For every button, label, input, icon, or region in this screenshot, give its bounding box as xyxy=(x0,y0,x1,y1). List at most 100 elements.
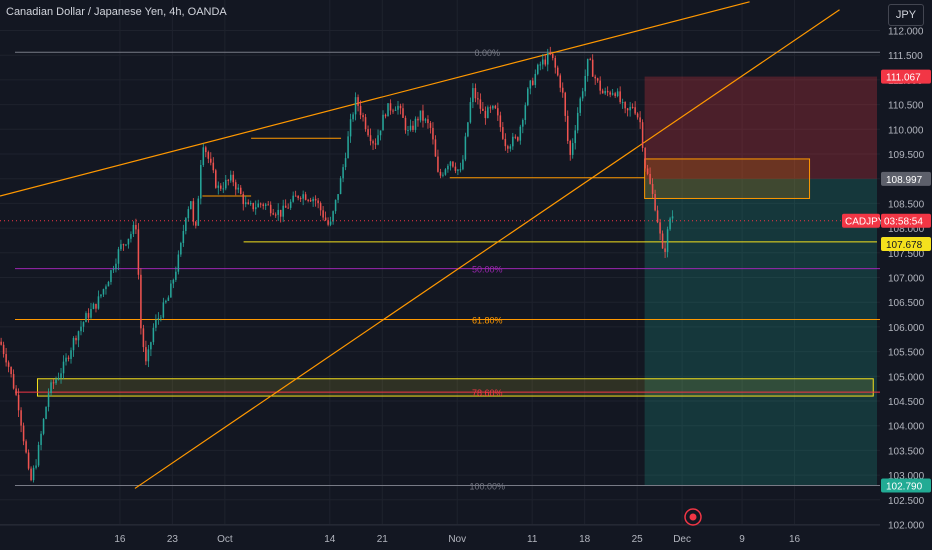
candle-body xyxy=(457,169,459,171)
candle-body xyxy=(15,388,17,395)
candle-body xyxy=(579,98,581,113)
candle-body xyxy=(666,229,669,252)
candle-body xyxy=(277,209,279,215)
candle-body xyxy=(334,199,337,212)
price-tick-label: 112.000 xyxy=(888,27,924,38)
candle-body xyxy=(37,444,40,466)
candle-body xyxy=(591,59,594,77)
candle-body xyxy=(302,194,304,199)
fib-level-label: 100.00% xyxy=(469,481,505,491)
time-tick-label: 23 xyxy=(167,534,179,545)
candle-body xyxy=(85,313,87,323)
symbol-badge xyxy=(842,213,880,228)
price-tick-label: 104.500 xyxy=(888,397,925,408)
candle-body xyxy=(561,87,564,93)
price-tick-label: 103.500 xyxy=(888,446,925,457)
candle-body xyxy=(362,115,364,118)
candle-body xyxy=(649,173,651,184)
candle-body xyxy=(474,88,477,99)
candle-body xyxy=(197,198,200,226)
candle-body xyxy=(47,393,50,407)
price-tick-label: 105.000 xyxy=(888,372,925,383)
candle-body xyxy=(494,105,497,109)
candle-body xyxy=(25,441,27,453)
candle-body xyxy=(244,202,247,205)
candle-body xyxy=(135,224,137,230)
candle-body xyxy=(641,122,644,148)
currency-button[interactable]: JPY xyxy=(888,4,924,26)
event-marker-ring xyxy=(684,508,702,526)
candle-body xyxy=(12,374,15,389)
candle-body xyxy=(254,207,257,210)
price-label-badge xyxy=(881,171,931,186)
candle-body xyxy=(439,171,442,176)
candle-body xyxy=(589,58,591,60)
candle-body xyxy=(464,136,467,160)
candle-body xyxy=(449,161,452,166)
price-tick-label: 110.500 xyxy=(888,101,924,112)
candle-body xyxy=(217,185,220,188)
candle-body xyxy=(282,205,284,217)
candle-body xyxy=(307,199,309,201)
candle-body xyxy=(172,279,175,284)
candle-body xyxy=(327,220,329,225)
candle-body xyxy=(165,300,167,303)
time-tick-label: 18 xyxy=(579,534,591,545)
candle-body xyxy=(669,218,671,230)
candle-body xyxy=(20,410,22,426)
candle-body xyxy=(90,308,92,318)
candle-body xyxy=(339,178,342,195)
candle-body xyxy=(601,90,604,94)
candle-body xyxy=(180,242,182,255)
candle-body xyxy=(569,140,572,155)
candle-body xyxy=(292,195,294,202)
candle-body xyxy=(112,269,115,271)
price-label-badge xyxy=(881,69,931,84)
event-marker-icon[interactable] xyxy=(684,508,702,526)
candle-body xyxy=(544,59,547,65)
candle-body xyxy=(606,91,609,93)
candle-body xyxy=(654,193,656,211)
candle-body xyxy=(554,58,557,68)
candle-body xyxy=(529,80,532,89)
candle-body xyxy=(35,465,37,468)
candle-body xyxy=(140,274,142,329)
time-tick-label: 14 xyxy=(324,534,336,545)
candle-body xyxy=(357,97,359,106)
fib-level-label: 0.00% xyxy=(474,48,500,58)
candle-body xyxy=(397,105,399,110)
price-label-text: 102.790 xyxy=(886,481,923,492)
candle-body xyxy=(594,76,596,79)
candle-body xyxy=(297,195,299,199)
candle-body xyxy=(167,297,170,301)
candle-body xyxy=(661,233,664,249)
candle-body xyxy=(549,53,552,55)
candle-body xyxy=(32,467,35,481)
time-tick-label: Oct xyxy=(217,534,233,545)
price-tick-label: 108.500 xyxy=(888,199,925,210)
candle-body xyxy=(72,338,75,351)
candle-body xyxy=(404,117,407,131)
candle-body xyxy=(636,113,639,118)
candle-body xyxy=(312,198,314,202)
time-tick-label: 16 xyxy=(789,534,801,545)
candle-body xyxy=(542,59,544,65)
candle-body xyxy=(576,112,579,131)
candle-body xyxy=(414,118,417,130)
candle-body xyxy=(55,379,57,384)
candle-body xyxy=(252,203,255,210)
candle-body xyxy=(646,168,649,174)
candle-body xyxy=(367,129,369,136)
candle-body xyxy=(454,166,457,171)
candle-body xyxy=(137,229,140,275)
time-tick-label: 9 xyxy=(739,534,745,545)
candle-body xyxy=(132,224,135,235)
position-zone xyxy=(644,158,811,199)
candle-body xyxy=(317,200,319,204)
candle-body xyxy=(207,152,210,159)
candle-body xyxy=(459,169,462,171)
candle-body xyxy=(384,114,387,117)
candle-body xyxy=(344,158,347,168)
